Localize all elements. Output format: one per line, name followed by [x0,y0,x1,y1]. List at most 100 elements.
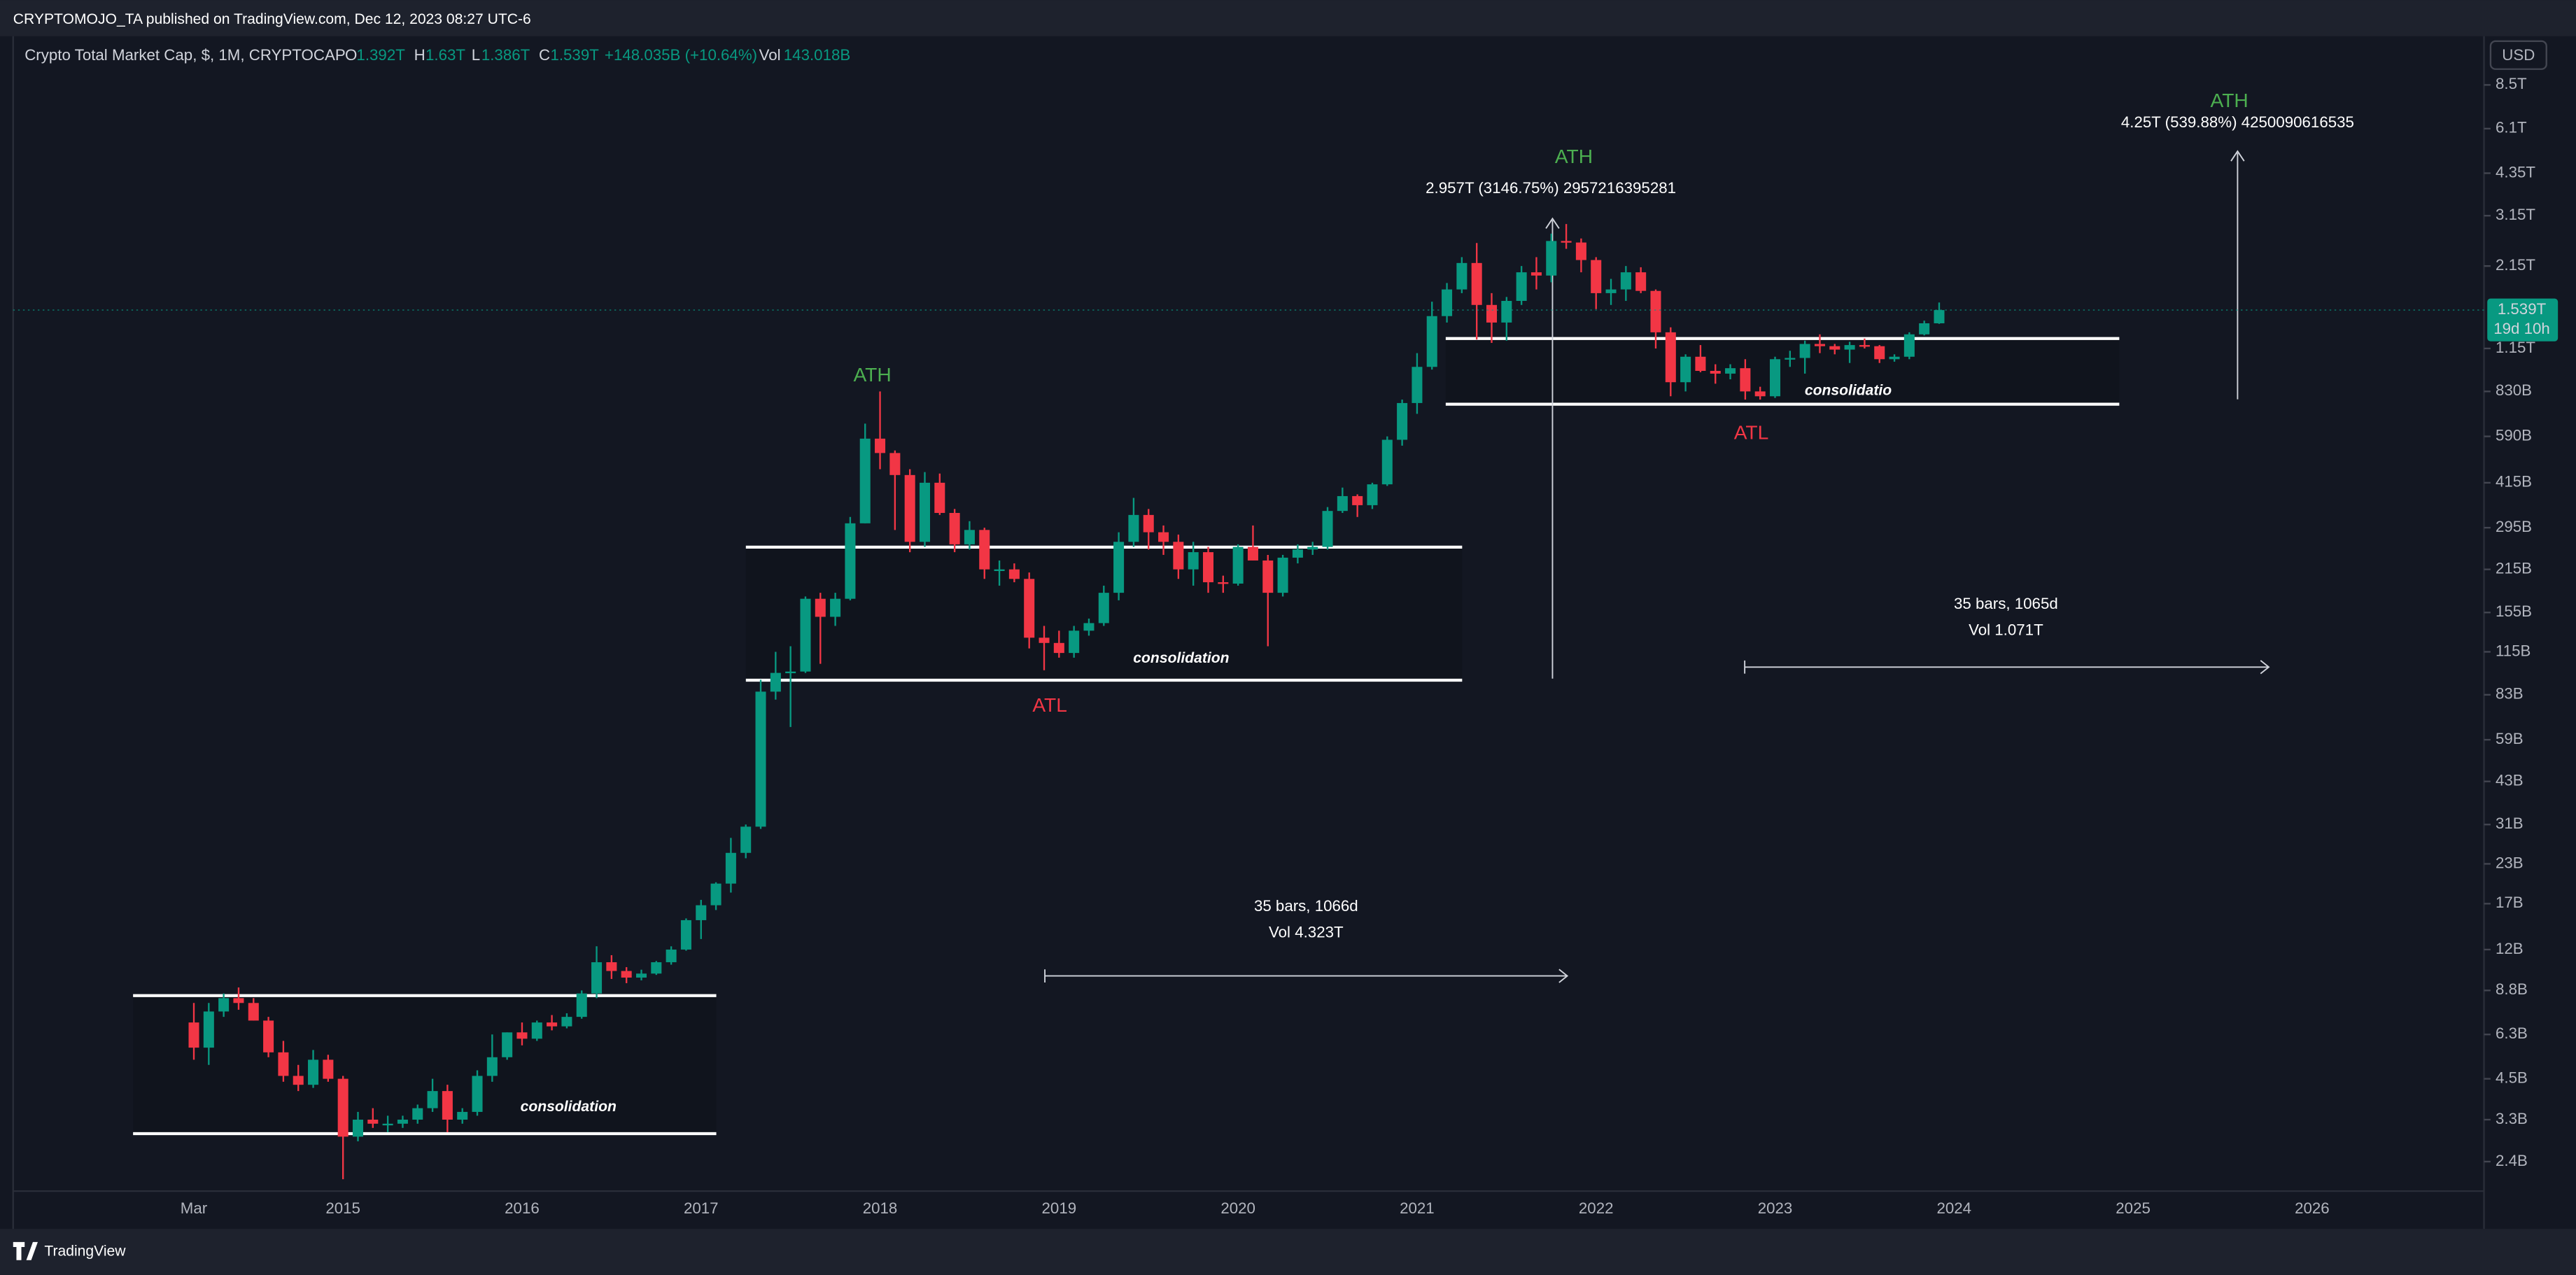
candle-body [1740,368,1751,392]
candle-body [1620,272,1631,290]
candle-body [1471,262,1482,305]
candle-body [1307,547,1318,550]
candle-body [1785,358,1796,360]
brand-logo [13,1241,38,1260]
candle-body [248,1003,259,1021]
candle-body [1397,402,1408,440]
candle-body [1516,272,1527,301]
rulers [1044,150,2270,983]
candle-body [591,962,603,994]
y-tick-label: 115B [2496,642,2531,659]
candle-body [1754,391,1766,397]
candle-body [1919,323,1930,334]
candle-body [1143,514,1154,533]
candle-body [1158,532,1169,542]
y-tick-label: 3.3B [2496,1110,2528,1127]
y-tick-label: 6.3B [2496,1024,2528,1042]
candle-body [1799,344,1810,358]
currency-box[interactable] [2489,40,2547,70]
candle-body [1605,289,1617,293]
candle-body [457,1111,468,1120]
annotation: consolidation [1133,650,1229,666]
currency[interactable]: USD [2502,46,2535,64]
candle-body [233,998,244,1003]
candle-body [1442,289,1453,316]
candle-body [1322,511,1333,547]
candle-body [1262,560,1274,593]
y-tick-label: 6.1T [2496,119,2527,136]
candle-body [1665,332,1676,383]
y-tick-label: 31B [2496,815,2524,832]
symbol-title: Crypto Total Market Cap, $, 1M, CRYPTOCA… [24,46,345,64]
candle-body [994,569,1005,572]
candle-body [1426,316,1437,367]
x-tick-label: 2015 [325,1199,360,1217]
y-tick-label: 590B [2496,426,2532,444]
x-tick-label: 2016 [505,1199,540,1217]
candle-body [547,1022,558,1027]
candle-body [889,453,901,475]
x-tick-label: 2020 [1220,1199,1255,1217]
candle-body [1680,356,1691,383]
last-price-box [2487,298,2559,341]
annotation: 35 bars, 1066d [1254,897,1358,915]
candle-body [1456,262,1468,290]
annotation: 4.25T (539.88%) 4250090616535 [2121,113,2354,131]
candle-body [934,482,945,513]
footer-bar [0,1229,2576,1275]
candle-body [1725,368,1736,374]
candle-body [1889,356,1900,360]
candle-body [516,1032,528,1039]
candle-body [666,949,677,963]
candle-body [188,1022,199,1048]
candle-body [486,1057,498,1076]
candle-body [1903,334,1915,357]
annotation: ATL [1032,693,1067,716]
candle-body [1635,272,1647,291]
candle-body [785,671,796,674]
candle-body [531,1022,542,1039]
candle-body [1367,484,1378,505]
candle-body [1247,547,1258,561]
candle-body [1575,242,1586,260]
annotation: Vol 1.071T [1969,621,2043,639]
candle-body [1202,552,1214,583]
y-tick-label: 415B [2496,473,2532,491]
price-range-arrow [1545,217,1560,679]
candle-body [1874,346,1885,360]
legend-value: 1.392T [356,46,405,64]
y-tick-label: 8.8B [2496,980,2528,998]
zone [133,995,717,1134]
candle-body [845,523,856,599]
annotation: Vol 4.323T [1269,923,1344,941]
y-tick-label: 830B [2496,381,2532,399]
candle-body [323,1059,334,1079]
legend-label: O [345,46,357,64]
candle-body [576,993,587,1017]
candle-body [1053,642,1064,654]
candle-body [1113,542,1125,593]
bar-countdown: 19d 10h [2493,320,2550,337]
y-tick-label: 1.15T [2496,339,2535,356]
candle-body [1381,439,1393,485]
candle-body [442,1091,453,1120]
candle-body [352,1120,364,1137]
y-tick-label: 2.4B [2496,1152,2528,1169]
candle-body [740,826,752,853]
candle-body [1218,582,1229,584]
candle-body [875,438,886,453]
candle-body [830,598,841,617]
annotation: consolidation [521,1099,617,1115]
x-tick-label: 2017 [684,1199,719,1217]
candle-body [412,1108,423,1120]
annotation: 2.957T (3146.75%) 2957216395281 [1426,179,1676,197]
candle-body [1486,304,1498,323]
y-tick-label: 2.15T [2496,256,2535,274]
y-tick-label: 12B [2496,940,2524,957]
y-tick-label: 8.5T [2496,75,2527,92]
candle-body [964,530,975,544]
plot [13,224,2484,1180]
legend-value: 1.386T [481,46,530,64]
candle-body [919,482,931,542]
